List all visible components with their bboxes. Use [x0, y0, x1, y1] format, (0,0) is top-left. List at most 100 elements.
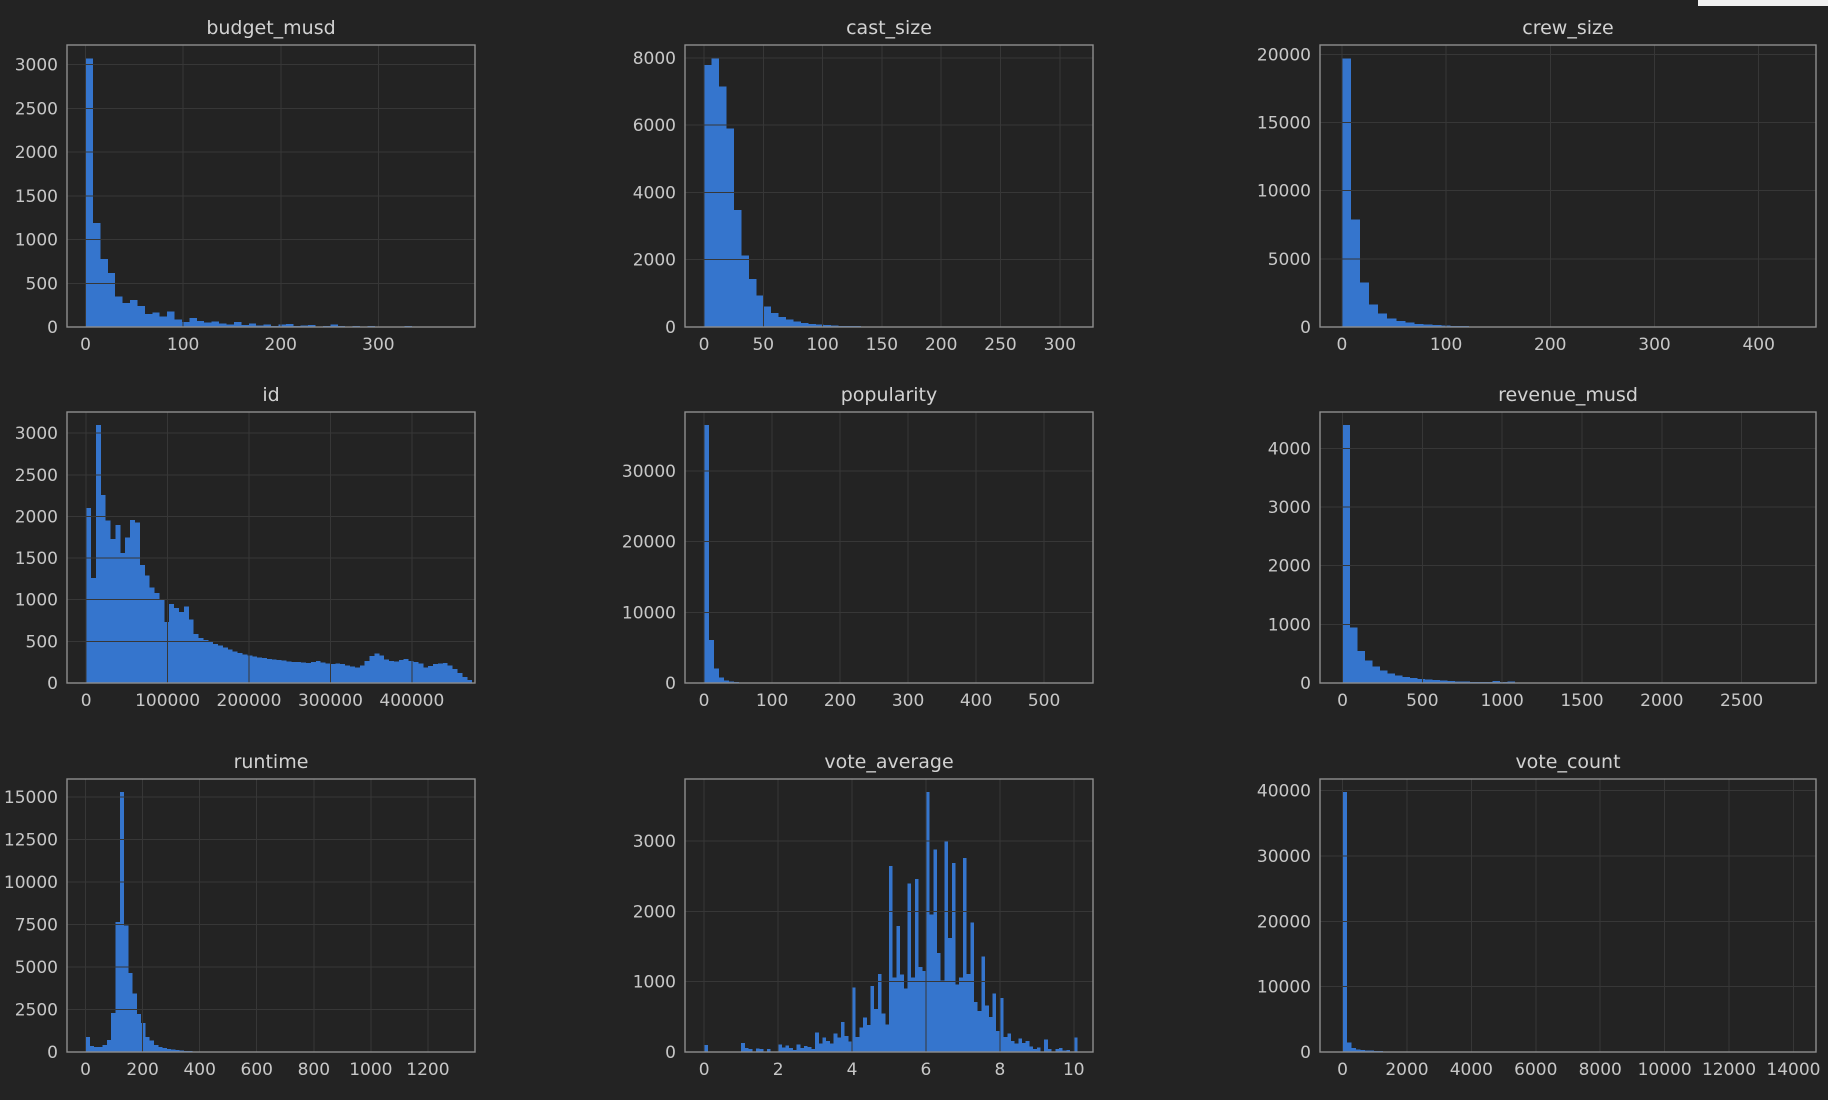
axis-tick-label: 500 [1028, 691, 1060, 711]
histogram-bar [389, 660, 394, 683]
histogram-bar [703, 65, 712, 327]
histogram-bar [981, 956, 986, 1052]
histogram-bar [955, 984, 960, 1052]
histogram-bar [785, 1045, 790, 1052]
axis-tick-label: 14000 [1766, 1060, 1820, 1080]
histogram-bar [174, 319, 182, 327]
axis-tick-label: 10000 [1257, 978, 1311, 998]
histogram-bar [359, 665, 365, 683]
histogram-bar [852, 987, 856, 1052]
gridlines [685, 779, 1093, 1052]
histogram-bar [1025, 1041, 1030, 1052]
axis-tick-label: 3000 [15, 56, 58, 76]
axis-tick-label: 30000 [622, 462, 676, 482]
histogram-bar [320, 662, 326, 683]
histogram-bar [756, 295, 764, 327]
axis-tick-label: 1000 [1268, 615, 1311, 635]
histogram-bar [237, 653, 243, 683]
histogram-bar [1455, 681, 1463, 683]
axis-tick-label: 300 [362, 335, 394, 355]
axis-tick-label: 7500 [15, 916, 58, 936]
histogram-bar [970, 922, 974, 1052]
histogram-bar [1033, 1049, 1037, 1052]
histogram-bar [403, 659, 409, 683]
histogram-bar [276, 660, 282, 683]
histogram-bar [951, 862, 956, 1052]
histogram-bar [89, 1046, 95, 1052]
histogram-bar [152, 312, 160, 327]
histogram-bar [755, 1048, 760, 1052]
histogram-bar [1342, 792, 1348, 1052]
histogram-bar [763, 306, 772, 327]
histogram-bar [914, 879, 919, 1052]
histogram-bar [369, 656, 375, 683]
histogram-bar [781, 1047, 786, 1052]
histogram-bar [896, 926, 901, 1052]
histogram-bar [903, 988, 908, 1052]
axis-tick-label: 2 [773, 1060, 784, 1080]
histogram-bar [266, 658, 272, 683]
axis-tick-label: 8000 [1579, 1060, 1622, 1080]
axis-tick-label: 100 [756, 691, 788, 711]
histogram-bar [801, 322, 809, 327]
histogram-bar [241, 324, 249, 327]
histogram-bar [218, 645, 223, 683]
histogram-bar [120, 553, 126, 683]
axis-tick-label: 2500 [15, 99, 58, 119]
axis-tick-label: 0 [47, 674, 58, 694]
histogram-bar [178, 611, 184, 683]
axis-tick-label: 300 [1044, 335, 1076, 355]
histogram-bar [822, 1037, 827, 1052]
axis-tick-label: 0 [699, 691, 710, 711]
axis-tick-label: 0 [665, 674, 676, 694]
histogram-bar [102, 1044, 107, 1052]
histogram-bar [1066, 1049, 1071, 1052]
subplot-title: runtime [234, 751, 309, 773]
histogram-bar [778, 316, 787, 327]
histogram-bars [85, 58, 457, 328]
axis-tick-label: 50 [752, 335, 774, 355]
histogram-bar [786, 319, 794, 327]
histogram-bar [1410, 677, 1418, 683]
axis-tick-label: 1500 [15, 549, 58, 569]
histogram-bar [154, 593, 160, 683]
histogram-bar [106, 1040, 112, 1052]
histogram-bar [169, 603, 175, 683]
histogram-bar [966, 974, 971, 1052]
histogram-bar [937, 952, 941, 1052]
histogram-bar [870, 985, 875, 1052]
axis-tick-label: 0 [47, 318, 58, 338]
histogram-bar [340, 664, 346, 683]
axis-tick-label: 4000 [1268, 439, 1311, 459]
histogram-bars [703, 58, 1078, 328]
histogram-bar [1003, 1037, 1008, 1052]
histogram-bar [826, 1040, 830, 1052]
histogram-bar [1378, 313, 1388, 327]
axis-tick-label: 15000 [4, 788, 58, 808]
histogram-bar [748, 1049, 753, 1052]
histogram-bar [778, 1044, 782, 1052]
histogram-bar [1036, 1047, 1041, 1052]
histogram-bar [1417, 678, 1426, 683]
histogram-bar [1044, 1039, 1048, 1052]
histogram-bar [889, 865, 893, 1052]
histogram-bar [393, 661, 399, 683]
axis-tick-label: 400 [1742, 335, 1774, 355]
subplot-id: 0 100000 200000 300000 400000 0 500 1000 1500 200… [15, 384, 476, 711]
axes-frame [684, 44, 1094, 328]
histogram-bar [115, 922, 120, 1052]
histogram-bar [748, 279, 757, 327]
histogram-bar [874, 1009, 878, 1052]
axis-tick-label: 0 [47, 1043, 58, 1063]
histogram-bar [291, 661, 297, 683]
histogram-bar [442, 662, 448, 683]
histogram-bar [379, 655, 385, 683]
histogram-bar [1365, 1050, 1370, 1052]
histogram-bar [792, 1049, 797, 1052]
histogram-bar [922, 971, 926, 1052]
axis-tick-label: 1000 [1481, 691, 1524, 711]
histogram-bar [128, 972, 133, 1052]
histogram-bar [885, 1024, 889, 1052]
axes-frame [1319, 411, 1817, 684]
histogram-bar [815, 1032, 819, 1052]
